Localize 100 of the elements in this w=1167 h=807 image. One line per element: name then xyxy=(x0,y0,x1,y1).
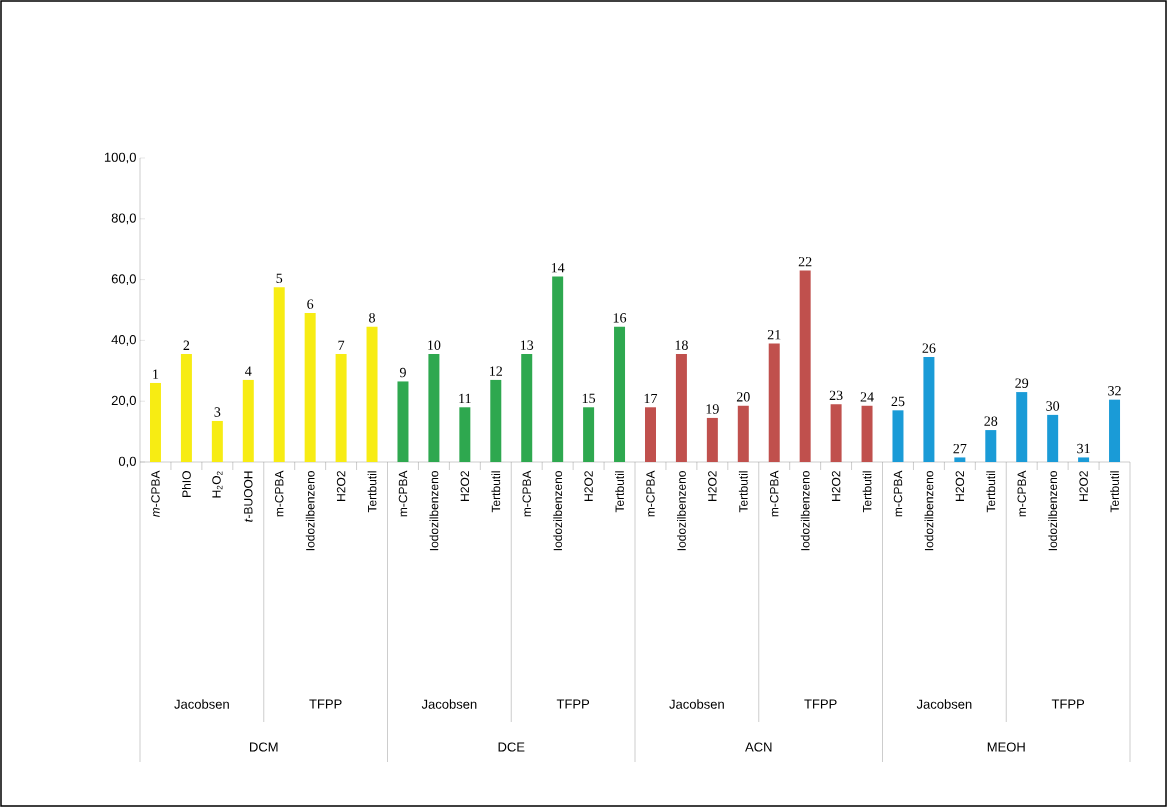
bar xyxy=(861,405,873,462)
annotation: 31 xyxy=(1077,443,1090,454)
annotation: 8 xyxy=(369,313,375,323)
bar xyxy=(180,354,192,462)
annotation: 26 xyxy=(922,343,936,353)
annotation: 9 xyxy=(399,367,406,378)
annotation: 12 xyxy=(490,366,503,376)
bar xyxy=(273,287,285,462)
annotation: 22 xyxy=(798,257,812,267)
y-tick-label: 40,0 xyxy=(111,335,136,346)
bar xyxy=(552,276,564,462)
text: MEOH xyxy=(987,742,1025,752)
y-tick-label: 80,0 xyxy=(111,213,136,225)
annotation: 13 xyxy=(520,340,534,350)
x-tick-label: t-BUOOH xyxy=(244,471,253,522)
bar xyxy=(675,354,687,462)
annotation: 25 xyxy=(891,396,905,407)
annotation: 32 xyxy=(1108,386,1121,396)
bar xyxy=(737,405,749,462)
bar xyxy=(304,313,316,462)
x-tick-label: m-CPBA xyxy=(522,470,531,517)
bar xyxy=(149,382,161,462)
x-tick-label: Iodozilbenzeno xyxy=(1048,471,1058,551)
text: Jacobsen xyxy=(174,699,229,709)
x-tick-label: m-CPBA xyxy=(274,470,284,517)
annotation: 5 xyxy=(276,273,283,284)
x-tick-label: H2O2 xyxy=(955,471,965,501)
annotation: 1 xyxy=(153,369,159,379)
annotation: 24 xyxy=(860,392,874,402)
y-tick-label: 60,0 xyxy=(111,274,136,285)
bar xyxy=(397,381,409,462)
annotation: 23 xyxy=(829,390,843,401)
annotation: 4 xyxy=(245,366,252,376)
x-tick-label: Tertbutil xyxy=(986,471,996,513)
y-tick-label: 0,0 xyxy=(118,456,136,468)
bar xyxy=(335,354,347,462)
annotation: 3 xyxy=(214,407,221,417)
text: TFPP xyxy=(1051,699,1085,709)
x-tick-label: H2O2 xyxy=(831,471,841,501)
annotation: 11 xyxy=(459,393,471,404)
x-tick-label: H2O2 xyxy=(708,471,717,501)
annotation: 18 xyxy=(675,340,688,350)
x-tick-label: m-CPBA xyxy=(769,470,779,517)
annotation: 17 xyxy=(644,393,658,404)
x-tick-label: m-CPBA xyxy=(151,470,160,517)
text: DCE xyxy=(498,742,525,752)
annotation: 2 xyxy=(183,340,190,350)
bar xyxy=(242,379,254,462)
x-tick-label: H2O2 xyxy=(460,471,470,501)
bar xyxy=(521,354,533,462)
annotation: 7 xyxy=(338,340,345,350)
bar xyxy=(366,326,378,462)
x-tick-label: Tertbutil xyxy=(491,471,501,513)
text: DCM xyxy=(250,742,278,752)
bar xyxy=(830,404,842,462)
x-tick-label: Iodozilbenzeno xyxy=(800,471,810,551)
bar xyxy=(1047,414,1059,462)
y-tick-label: 20,0 xyxy=(111,395,136,407)
y-tick-label: 100,0 xyxy=(104,152,136,164)
x-tick-label: Tertbutil xyxy=(738,471,748,513)
text: Jacobsen xyxy=(669,699,724,709)
bar xyxy=(985,430,997,462)
bar xyxy=(614,326,626,462)
annotation: 30 xyxy=(1046,401,1060,411)
x-tick-label: Iodozilbenzeno xyxy=(677,471,686,551)
x-tick-label: H$_{2}$O$_{2}$ xyxy=(212,471,223,498)
x-tick-label: PhIO xyxy=(182,471,191,497)
x-tick-label: Iodozilbenzeno xyxy=(553,471,563,551)
text: Jacobsen xyxy=(421,699,477,709)
annotation: 28 xyxy=(984,416,998,426)
x-tick-label: Tertbutil xyxy=(367,471,377,513)
x-tick-label: Iodozilbenzeno xyxy=(429,471,439,551)
bar xyxy=(459,407,471,462)
annotation: 27 xyxy=(953,443,967,454)
bar xyxy=(644,407,656,462)
x-tick-label: H2O2 xyxy=(1079,471,1088,501)
x-tick-label: H2O2 xyxy=(584,471,593,501)
bar xyxy=(1109,399,1121,462)
annotation: 10 xyxy=(428,340,441,350)
text: ACN xyxy=(745,742,772,752)
annotation: 15 xyxy=(582,393,596,404)
bar xyxy=(1016,392,1028,462)
x-tick-label: m-CPBA xyxy=(1017,470,1026,517)
bar xyxy=(923,357,935,462)
text: Jacobsen xyxy=(916,699,972,709)
bar xyxy=(211,420,223,462)
x-tick-label: m-CPBA xyxy=(646,470,655,517)
annotation: 20 xyxy=(736,392,750,402)
annotation: 14 xyxy=(551,263,565,273)
annotation: 6 xyxy=(307,299,314,309)
x-tick-label: Iodozilbenzeno xyxy=(305,471,315,551)
x-tick-label: Tertbutil xyxy=(862,471,872,513)
bar xyxy=(892,410,904,462)
bar xyxy=(954,457,966,462)
text: TFPP xyxy=(556,699,590,709)
bar xyxy=(799,270,811,462)
x-tick-label: Tertbutil xyxy=(1110,471,1119,513)
x-tick-label: Tertbutil xyxy=(615,471,624,513)
annotation: 29 xyxy=(1015,378,1029,388)
bar xyxy=(583,407,595,462)
